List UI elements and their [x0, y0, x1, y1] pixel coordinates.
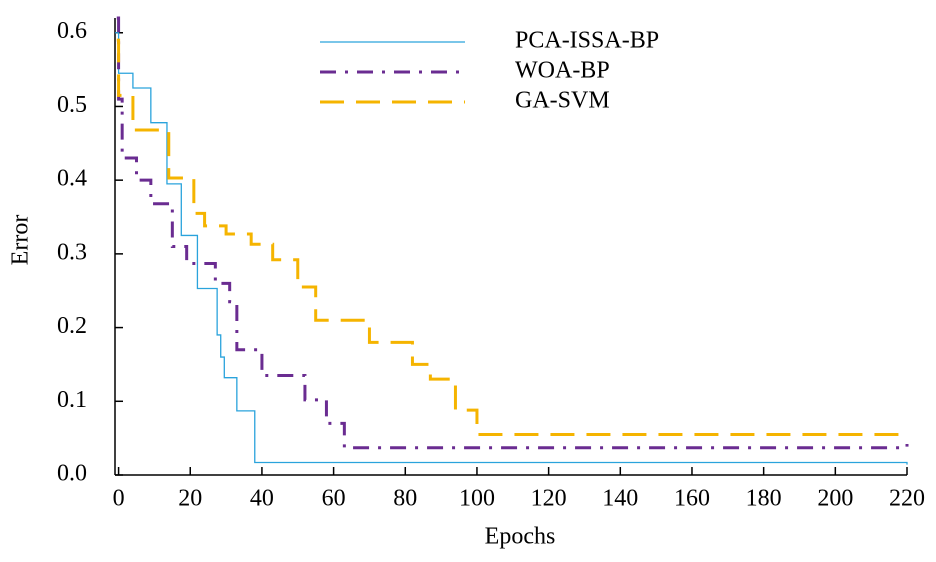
x-tick-label: 20: [178, 486, 202, 512]
x-tick-label: 0: [113, 486, 125, 512]
x-tick-label: 80: [393, 486, 417, 512]
x-tick-label: 120: [531, 486, 567, 512]
y-tick-label: 0.1: [57, 387, 87, 413]
x-tick-label: 200: [817, 486, 853, 512]
y-tick-label: 0.6: [57, 18, 87, 44]
y-tick-label: 0.5: [57, 92, 87, 118]
x-tick-label: 100: [459, 486, 495, 512]
series-line: [115, 32, 908, 465]
x-tick-label: 140: [602, 486, 638, 512]
series-line: [116, 16, 909, 450]
legend-label: PCA-ISSA-BP: [515, 28, 659, 54]
x-tick-label: 40: [250, 486, 274, 512]
y-tick-label: 0.4: [57, 166, 87, 192]
y-tick-label: 0.3: [57, 239, 87, 265]
legend-label: WOA-BP: [515, 58, 610, 84]
series-line: [116, 38, 907, 436]
x-tick-label: 160: [674, 486, 710, 512]
legend-label: GA-SVM: [515, 88, 610, 114]
x-tick-label: 180: [746, 486, 782, 512]
x-tick-label: 220: [889, 486, 925, 512]
y-tick-label: 0.0: [57, 461, 87, 487]
y-axis-label: Error: [8, 215, 34, 266]
y-tick-label: 0.2: [57, 313, 87, 339]
x-axis-label: Epochs: [485, 524, 556, 550]
x-tick-label: 60: [322, 486, 346, 512]
